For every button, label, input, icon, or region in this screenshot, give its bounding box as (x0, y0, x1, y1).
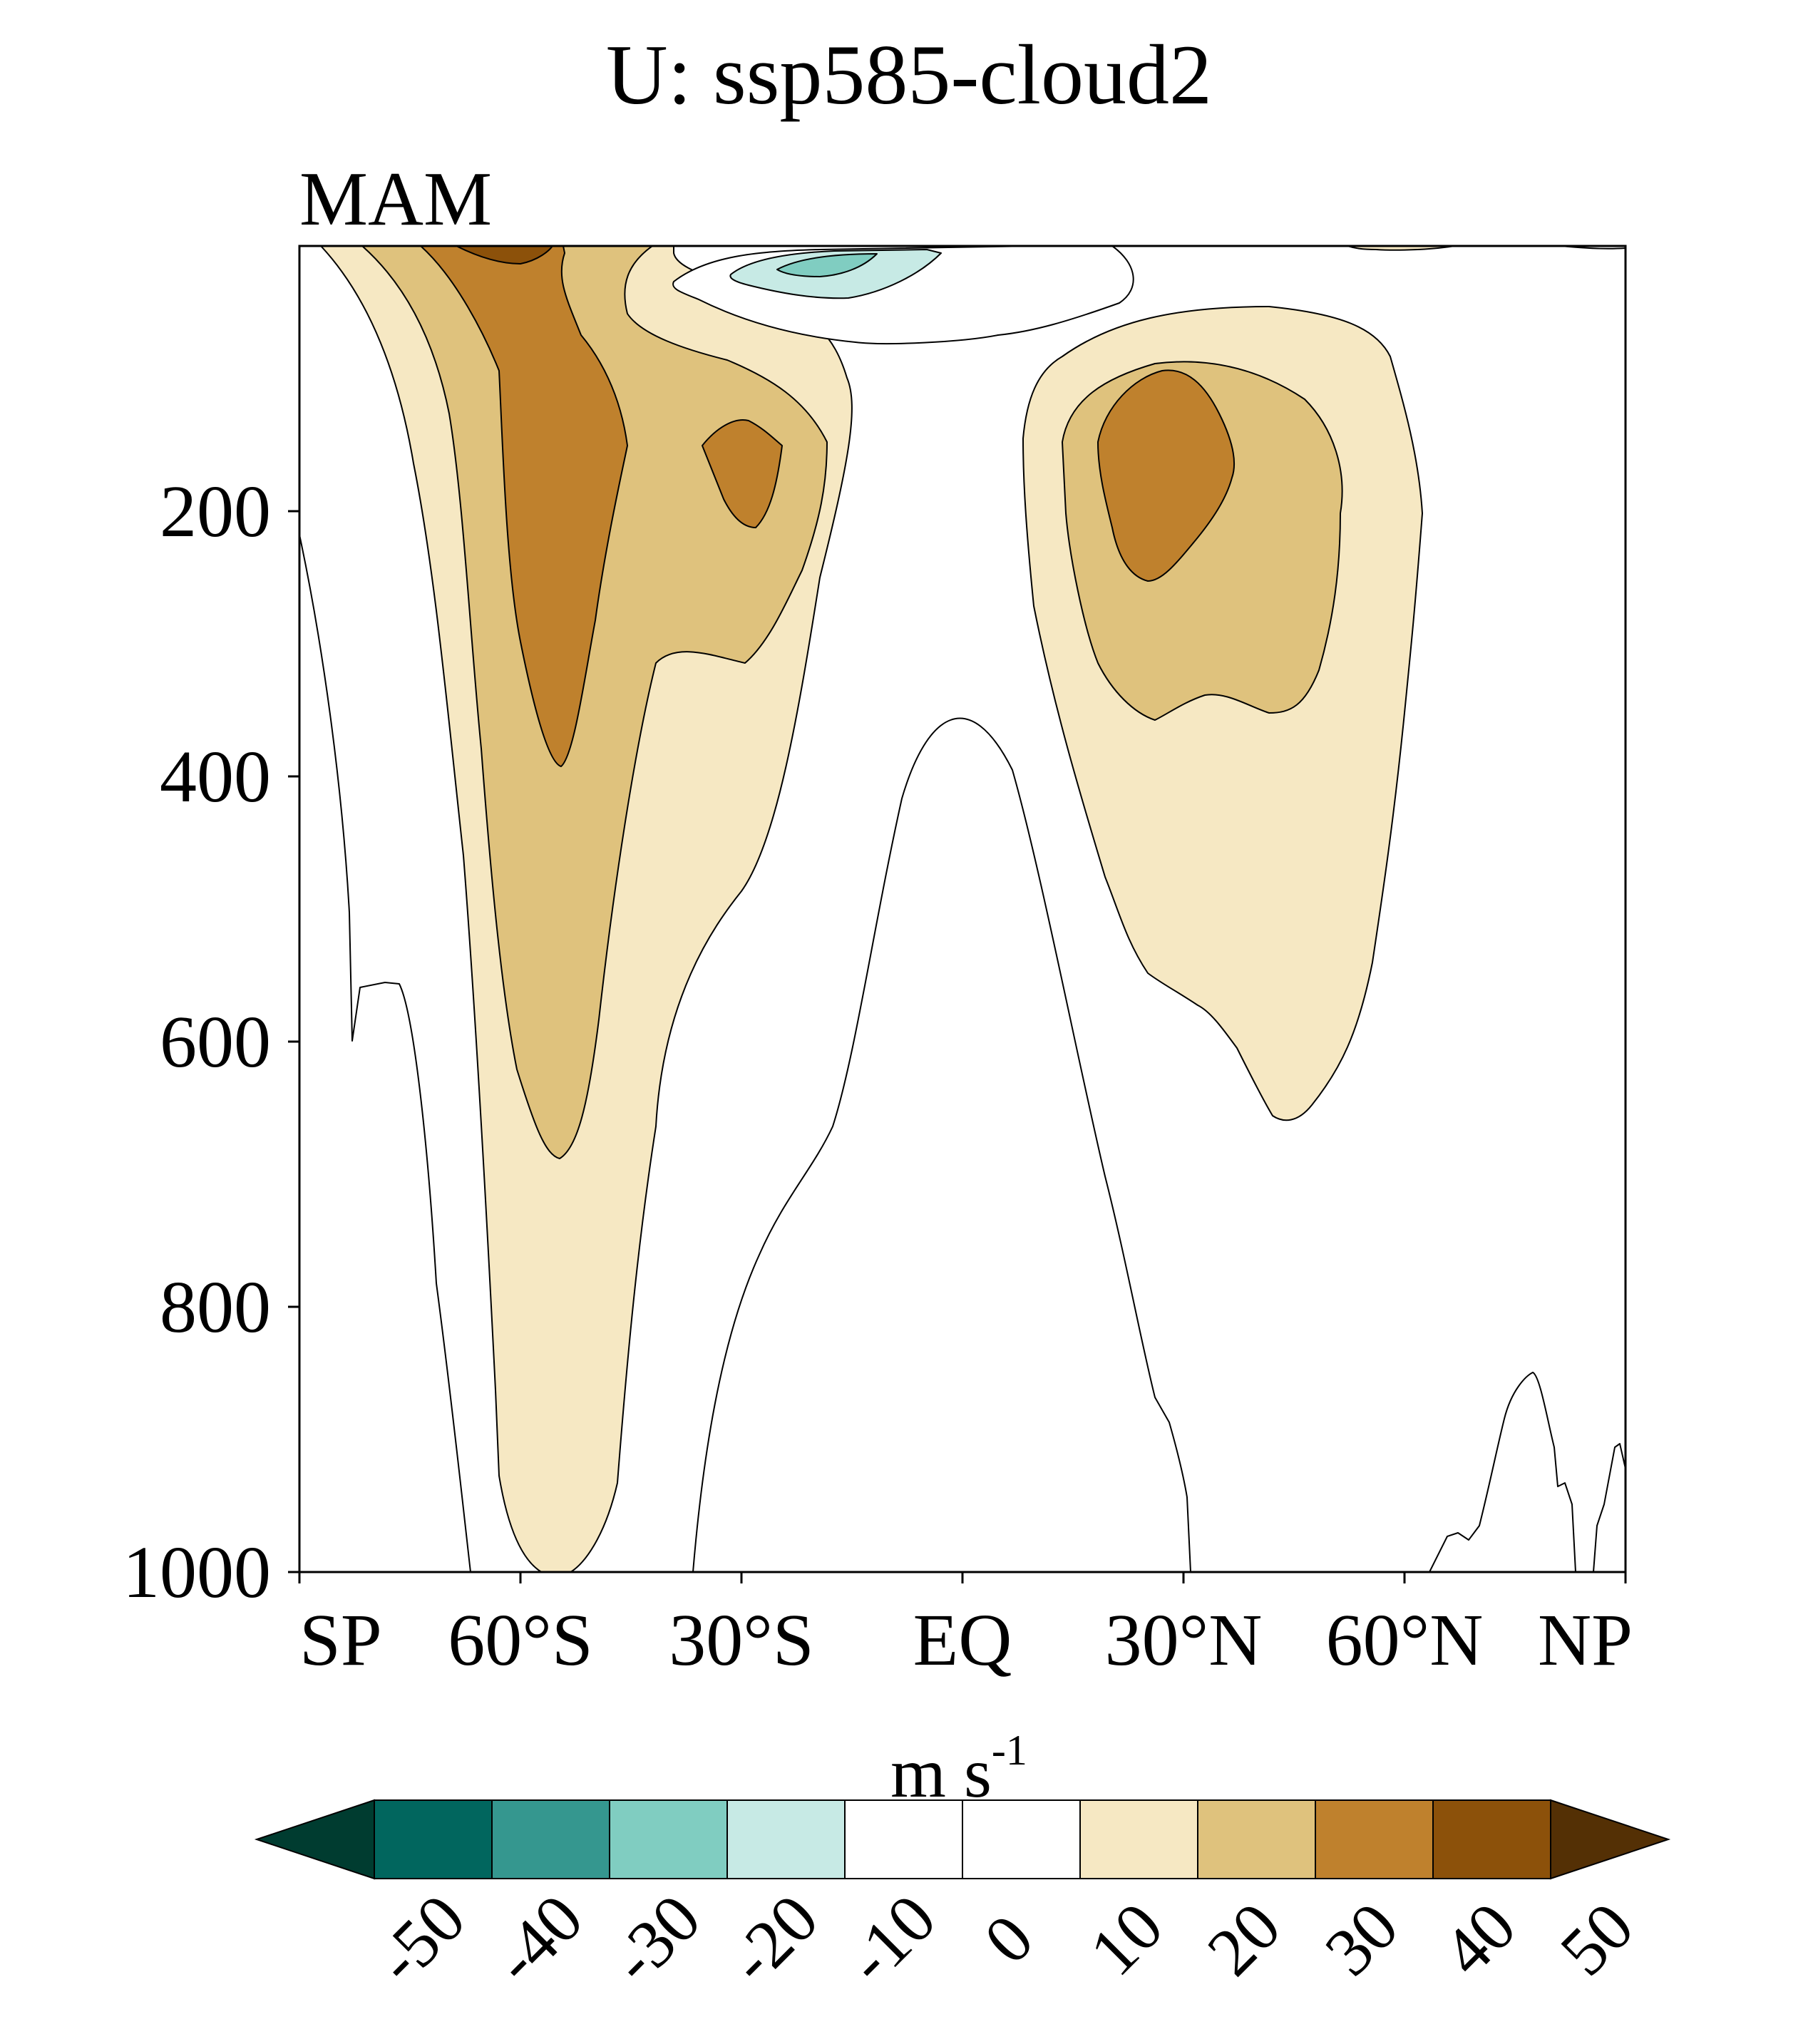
colorbar-tick-label: -30 (596, 1879, 714, 1998)
y-axis: 200 400 600 800 1000 (123, 471, 299, 1613)
colorbar-box (844, 1799, 963, 1879)
x-tick-label: NP (1538, 1599, 1633, 1681)
colorbar-tick-label: 30 (1310, 1888, 1413, 1991)
colorbar-tick-label: 20 (1193, 1888, 1295, 1991)
colorbar-tick-label: 50 (1546, 1888, 1648, 1991)
colorbar-tick-label: -50 (361, 1879, 479, 1998)
contour-zero-line-np (1429, 1372, 1576, 1572)
colorbar-boxes (254, 1799, 1671, 1880)
contour-nh-30 (1097, 369, 1235, 582)
contour-sh-40 (456, 246, 553, 265)
colorbar-labels: -50-40-30-20-10 0 10 20 30 40 50 (361, 1879, 1648, 1998)
y-tick-label: 1000 (123, 1531, 271, 1613)
contour-sh-20 (361, 246, 828, 1159)
colorbar: m s-1 -50-40-30-20-10 0 10 20 30 40 50 (254, 1727, 1671, 1998)
colorbar-box (1197, 1799, 1316, 1879)
colorbar-unit-base: m s (890, 1733, 992, 1812)
colorbar-left-arrow (254, 1799, 375, 1880)
chart-title: U: ssp585-cloud2 (606, 27, 1212, 122)
x-tick-label: 30°S (669, 1599, 813, 1681)
colorbar-right-arrow (1550, 1799, 1671, 1880)
colorbar-tick-label: -40 (478, 1879, 597, 1998)
colorbar-tick-label: 0 (970, 1900, 1048, 1978)
y-tick-label: 200 (160, 471, 271, 553)
colorbar-tick-label: -10 (831, 1879, 950, 1998)
colorbar-box (1432, 1799, 1551, 1879)
x-tick-label: 60°N (1326, 1599, 1484, 1681)
colorbar-box (374, 1799, 493, 1879)
colorbar-box (1315, 1799, 1434, 1879)
colorbar-unit-exponent: -1 (992, 1727, 1027, 1774)
x-tick-label: 30°N (1105, 1599, 1263, 1681)
colorbar-tick-label: 10 (1075, 1888, 1178, 1991)
contour-sh-30b (702, 419, 783, 528)
x-tick-label: EQ (913, 1599, 1012, 1681)
colorbar-box (491, 1799, 610, 1879)
colorbar-box (962, 1799, 1081, 1879)
colorbar-tick-label: 40 (1428, 1888, 1531, 1991)
x-tick-label: 60°S (448, 1599, 592, 1681)
colorbar-box (609, 1799, 728, 1879)
contour-zero-line-eq (692, 717, 1191, 1572)
contour-sh-30 (420, 246, 628, 767)
y-tick-label: 800 (160, 1266, 271, 1348)
contour-zero-line-np2 (1593, 1443, 1626, 1572)
x-axis: SP 60°S 30°S EQ 30°N 60°N NP (298, 1572, 1633, 1681)
colorbar-box (726, 1799, 846, 1879)
plot-area: SP 60°S 30°S EQ 30°N 60°N NP 200 400 600 800 1000 (123, 245, 1633, 1681)
y-tick-label: 600 (160, 1001, 271, 1083)
y-tick-label: 400 (160, 736, 271, 818)
contour-trop-neg30 (776, 253, 878, 277)
contour-zero-line-sp (299, 534, 471, 1572)
season-label: MAM (299, 157, 492, 242)
colorbar-unit: m s-1 (890, 1727, 1027, 1812)
x-tick-label: SP (299, 1599, 382, 1681)
colorbar-tick-label: -20 (714, 1879, 832, 1998)
colorbar-box (1079, 1799, 1198, 1879)
